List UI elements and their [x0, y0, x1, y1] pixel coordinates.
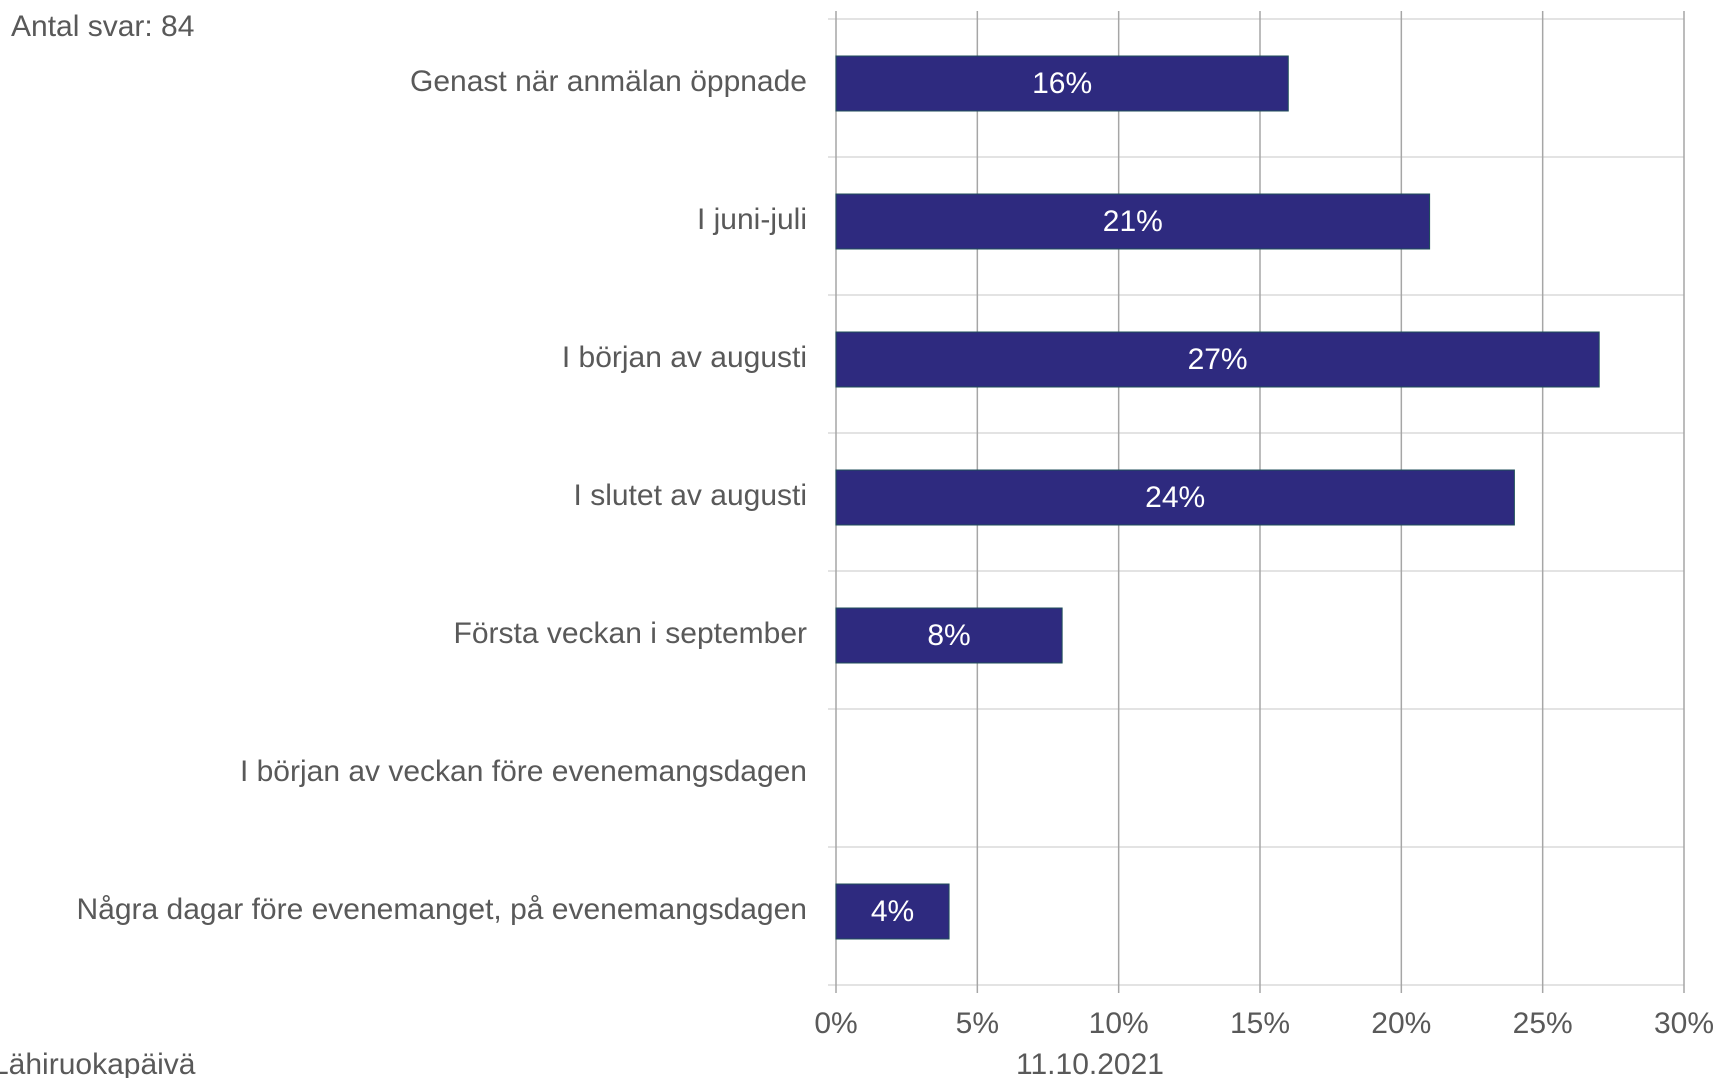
- y-tick-label: Genast när anmälan öppnade: [410, 65, 807, 98]
- y-tick-label: I juni-juli: [697, 203, 807, 236]
- footer-left: Lähiruokapäivä: [0, 1048, 196, 1078]
- x-tick-label: 15%: [1230, 1007, 1290, 1040]
- y-tick-label: I början av veckan före evenemangsdagen: [240, 755, 807, 788]
- subtitle: Antal svar: 84: [11, 10, 194, 43]
- x-tick-label: 20%: [1371, 1007, 1431, 1040]
- bar: [835, 883, 950, 940]
- footer-center: 11.10.2021: [1016, 1048, 1164, 1078]
- y-tick-label: I början av augusti: [562, 341, 807, 374]
- y-tick-label: Några dagar före evenemanget, på evenema…: [76, 893, 807, 926]
- bar: [835, 607, 1063, 664]
- data-label: 8%: [927, 619, 970, 652]
- data-label: 27%: [1188, 343, 1248, 376]
- x-tick-label: 25%: [1513, 1007, 1573, 1040]
- data-label: 16%: [1032, 67, 1092, 100]
- bar: [835, 331, 1600, 388]
- x-tick-label: 30%: [1654, 1007, 1714, 1040]
- y-tick-label: I slutet av augusti: [574, 479, 807, 512]
- bar: [835, 193, 1431, 250]
- data-label: 24%: [1145, 481, 1205, 514]
- data-label: 4%: [871, 895, 914, 928]
- y-tick-label: Första veckan i september: [454, 617, 807, 650]
- x-tick-label: 0%: [814, 1007, 857, 1040]
- bar: [835, 469, 1515, 526]
- x-tick-label: 5%: [956, 1007, 999, 1040]
- data-label: 21%: [1103, 205, 1163, 238]
- bar: [835, 55, 1289, 112]
- x-tick-label: 10%: [1089, 1007, 1149, 1040]
